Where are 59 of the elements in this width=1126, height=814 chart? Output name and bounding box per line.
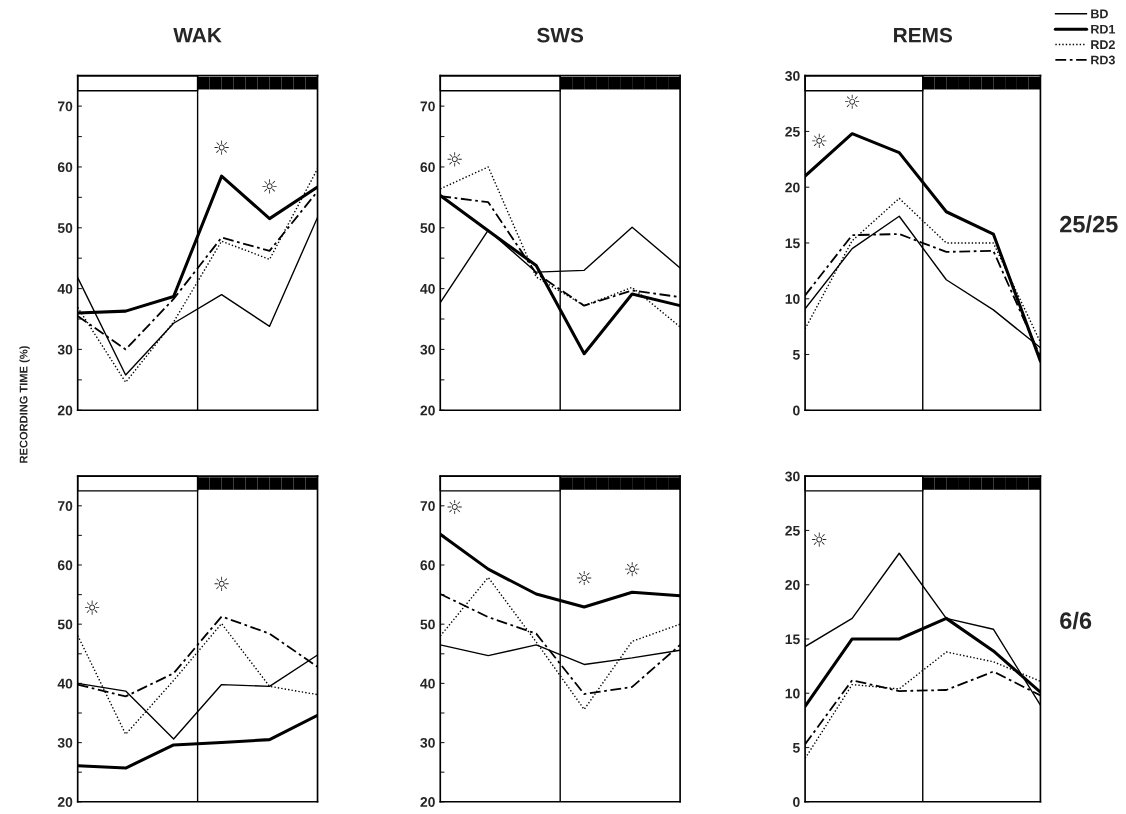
y-tick-label: 0 (793, 405, 800, 416)
y-tick-label: 20 (420, 797, 435, 807)
text: 6/6 (1060, 611, 1092, 630)
y-tick-label: 20 (785, 182, 800, 193)
y-tick-label: 40 (420, 283, 435, 294)
y-tick-label: 20 (57, 797, 73, 807)
y-tick-label: 20 (785, 580, 800, 590)
y-tick-label: 0 (793, 797, 800, 807)
y-tick-label: 20 (57, 405, 73, 416)
legend-label: RD3 (1091, 55, 1115, 65)
annotation: ☼ (214, 140, 229, 155)
y-tick-label: 50 (57, 223, 73, 233)
y-tick-label: 15 (785, 634, 800, 645)
annotation: ☼ (214, 576, 229, 591)
y-tick-label: 60 (57, 560, 73, 571)
y-tick-label: 60 (420, 560, 435, 571)
annotation: ☼ (812, 133, 827, 148)
text: 25/25 (1060, 215, 1118, 233)
chart-title: SWS (537, 27, 584, 43)
y-tick-label: 70 (420, 101, 435, 112)
y-tick-label: 30 (57, 737, 73, 748)
annotation: ☼ (845, 94, 860, 109)
y-tick-label: 10 (785, 688, 800, 699)
y-tick-label: 30 (420, 344, 435, 355)
y-tick-label: 30 (57, 344, 73, 355)
y-tick-label: 60 (420, 162, 435, 173)
annotation: ☼ (262, 179, 277, 194)
y-tick-label: 20 (420, 405, 435, 416)
annotation: ☼ (447, 499, 462, 515)
y-tick-label: 50 (57, 619, 73, 630)
y-tick-label: 10 (785, 294, 800, 304)
y-tick-label: 70 (420, 501, 435, 511)
chart-title: REMS (894, 27, 953, 43)
y-tick-label: 70 (57, 101, 73, 112)
y-tick-label: 25 (785, 525, 800, 536)
y-tick-label: 40 (57, 678, 73, 689)
annotation: ☼ (625, 562, 640, 577)
legend-label: RD1 (1091, 24, 1116, 34)
y-tick-label: 30 (785, 71, 800, 81)
y-tick-label: 5 (792, 349, 800, 360)
annotation: ☼ (577, 570, 592, 586)
y-tick-label: 15 (785, 238, 800, 249)
y-tick-label: 30 (420, 737, 435, 748)
annotation: ☼ (84, 600, 100, 615)
annotation: ☼ (812, 532, 827, 547)
y-tick-label: 50 (420, 619, 435, 630)
legend-label: BD (1091, 9, 1108, 19)
y-tick-label: 50 (420, 223, 435, 233)
y-tick-label: 60 (57, 162, 73, 173)
y-tick-label: 5 (792, 743, 800, 753)
y-tick-label: 70 (57, 501, 73, 511)
chart-title: WAK (173, 28, 222, 43)
legend-label: RD2 (1091, 40, 1115, 49)
y-tick-label: 40 (420, 678, 435, 689)
y-tick-label: 40 (57, 283, 73, 294)
y-axis-title: RECORDING TIME (%) (19, 346, 30, 463)
annotation: ☼ (447, 152, 462, 167)
y-tick-label: 25 (785, 126, 800, 137)
y-tick-label: 30 (785, 471, 800, 482)
